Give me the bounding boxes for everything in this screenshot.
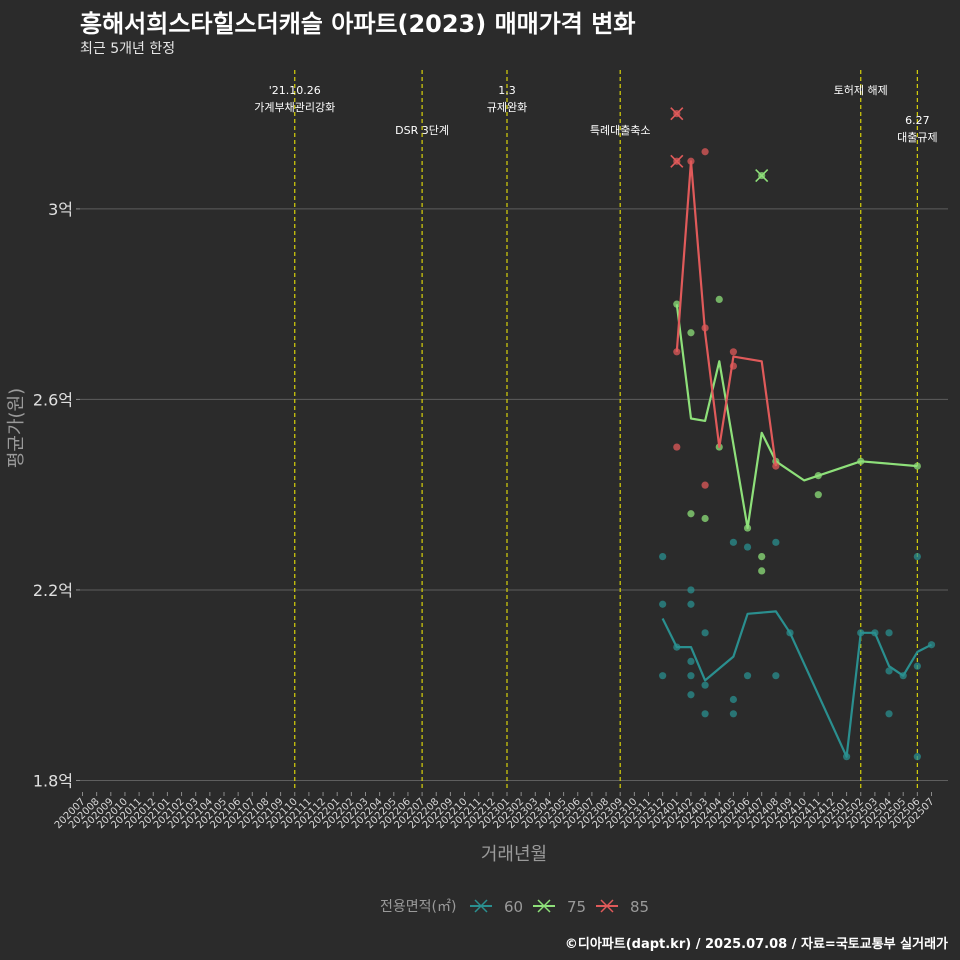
legend-key-cross [537,899,551,913]
data-point [885,629,893,637]
outlier-marker [670,154,684,168]
x-axis-title: 거래년월 [481,844,547,865]
legend-label: 75 [567,898,586,916]
data-point [687,600,695,608]
data-point [885,667,893,675]
chart-caption: ©디아파트(dapt.kr) / 2025.07.08 / 자료=국토교통부 실… [564,937,948,952]
data-point [729,710,738,718]
data-point [743,543,752,551]
data-point [913,662,921,670]
data-point [701,710,709,718]
data-point [687,329,695,337]
data-point [729,695,738,704]
event-label: 규제완화 [487,101,527,114]
event-label: '21.10.26 [269,84,321,97]
event-label: 6.27 [905,114,930,127]
y-tick-label: 2.2억 [33,581,73,600]
series-60 [659,538,936,761]
data-point [729,348,738,356]
event-label: 대출규제 [897,131,937,144]
legend-label: 60 [504,898,523,916]
data-point [743,672,752,680]
data-point [673,443,681,451]
event-label: DSR 3단계 [395,124,449,137]
event-label: 1.3 [498,84,516,97]
legend-key-cross [600,899,614,913]
event-label: 특례대출축소 [590,124,651,137]
data-point [687,510,695,518]
data-point [701,629,709,637]
y-axis-title: 평균가(원) [6,388,27,468]
legend-label: 85 [630,898,649,916]
data-point [715,295,723,303]
data-point [701,681,709,689]
data-point [758,567,766,575]
data-point [673,300,681,308]
event-label: 토허제 해제 [834,83,888,97]
legend: 전용면적(㎡) 60 75 85 [380,898,649,916]
series-75 [673,168,921,575]
data-point [772,672,780,680]
data-point [701,481,709,489]
data-point [701,514,709,523]
series-line [675,160,777,467]
data-point [687,672,695,680]
data-point [659,553,667,561]
data-point [687,586,695,594]
chart-subtitle: 최근 5개년 한정 [80,41,176,57]
data-point [659,672,667,680]
y-tick-label: 3억 [48,200,73,219]
data-point [885,710,893,718]
series-line [661,610,933,758]
data-point [913,553,921,561]
data-point [687,691,695,699]
data-point [814,491,822,499]
legend-key-cross [474,899,488,913]
data-point [687,657,695,665]
event-label: 가계부채관리강화 [254,101,335,114]
chart-title: 흥해서희스타힐스더캐슬 아파트(2023) 매매가격 변화 [80,10,636,38]
data-point [659,600,667,608]
data-point [729,538,738,546]
outlier-marker [670,107,684,121]
outlier-marker [755,168,769,183]
data-point [772,538,780,546]
y-tick-label: 2.6억 [33,390,73,409]
data-point [758,553,766,561]
y-tick-label: 1.8억 [33,771,73,790]
data-point [913,753,921,761]
series-line [675,304,918,530]
legend-title: 전용면적(㎡) [380,899,456,915]
series-85 [670,107,780,489]
data-point [701,148,709,156]
